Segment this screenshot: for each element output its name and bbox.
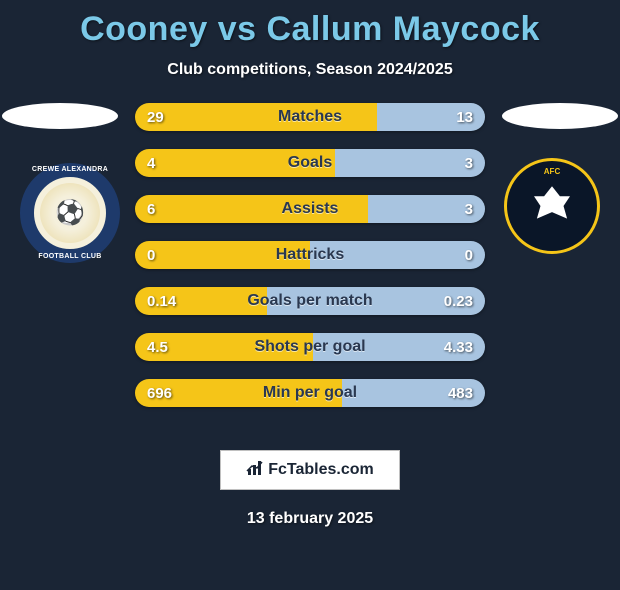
left-club-name-top: CREWE ALEXANDRA <box>32 166 108 173</box>
chart-icon <box>246 459 264 482</box>
stat-value-right: 0.23 <box>432 287 485 315</box>
right-club-badge <box>504 158 600 254</box>
stat-row: Assists6 3 <box>135 195 485 223</box>
branding-text: FcTables.com <box>268 461 374 479</box>
left-club-badge: CREWE ALEXANDRA FOOTBALL CLUB <box>20 163 120 263</box>
stat-value-right: 0 <box>453 241 485 269</box>
left-player-ellipse <box>2 103 118 129</box>
stat-value-right: 3 <box>453 195 485 223</box>
stat-label: Goals <box>135 149 485 177</box>
left-club-name-bot: FOOTBALL CLUB <box>38 253 101 260</box>
stat-value-left: 0.14 <box>135 287 188 315</box>
stat-value-right: 4.33 <box>432 333 485 361</box>
stat-value-left: 6 <box>135 195 167 223</box>
date-text: 13 february 2025 <box>0 510 620 528</box>
stat-label: Matches <box>135 103 485 131</box>
stat-value-left: 29 <box>135 103 176 131</box>
stat-row: Min per goal696 483 <box>135 379 485 407</box>
stat-row: Goals4 3 <box>135 149 485 177</box>
stat-label: Hattricks <box>135 241 485 269</box>
stat-value-left: 0 <box>135 241 167 269</box>
branding-box: FcTables.com <box>220 450 400 490</box>
stat-label: Min per goal <box>135 379 485 407</box>
stat-value-right: 3 <box>453 149 485 177</box>
right-player-ellipse <box>502 103 618 129</box>
stat-row: Shots per goal4.54.33 <box>135 333 485 361</box>
stat-row: Goals per match0.140.23 <box>135 287 485 315</box>
stat-value-left: 4 <box>135 149 167 177</box>
stat-row: Matches29 13 <box>135 103 485 131</box>
stat-row: Hattricks0 0 <box>135 241 485 269</box>
stat-value-left: 696 <box>135 379 184 407</box>
stat-value-left: 4.5 <box>135 333 180 361</box>
stat-label: Assists <box>135 195 485 223</box>
stat-value-right: 483 <box>436 379 485 407</box>
stats-container: Matches2913Goals43Assists63Hattricks00Go… <box>135 103 485 425</box>
stat-value-right: 13 <box>444 103 485 131</box>
subtitle: Club competitions, Season 2024/2025 <box>0 61 620 79</box>
page-title: Cooney vs Callum Maycock <box>0 10 620 49</box>
